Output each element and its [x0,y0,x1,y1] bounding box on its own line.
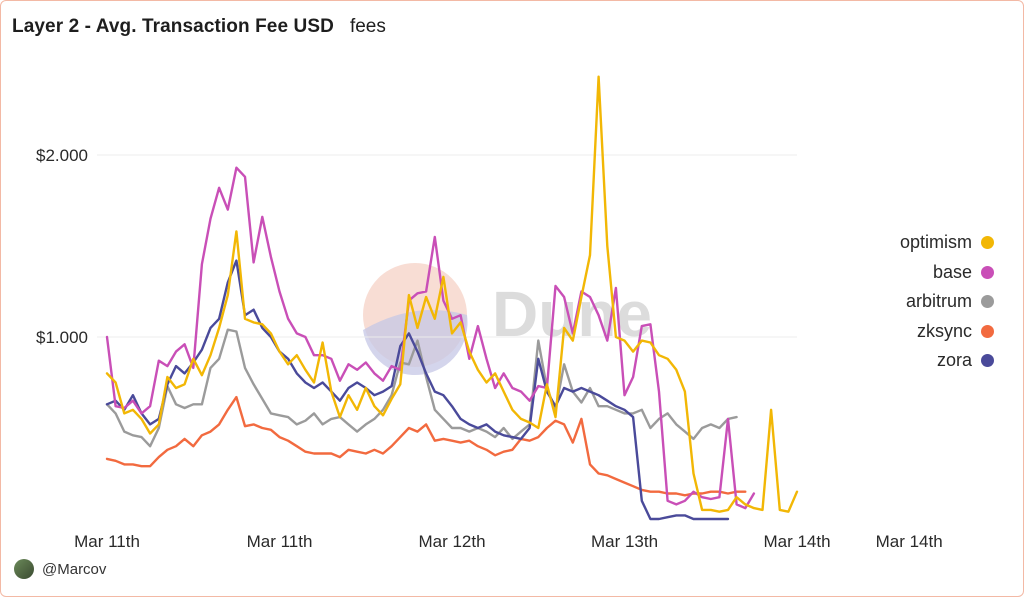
legend-label: zora [936,350,972,371]
chart-header: Layer 2 - Avg. Transaction Fee USD fees [12,16,386,38]
legend-label: optimism [899,232,972,253]
legend-label: zksync [916,320,972,341]
legend-swatch [981,236,994,250]
y-tick-label: $1.000 [36,328,88,347]
series-line-base [105,166,756,510]
legend-item-base[interactable]: base [794,258,994,288]
watermark-logo-shade [363,310,468,376]
y-axis: $1.000 $2.000 [36,146,88,347]
x-tick-label: Mar 14th [763,532,830,551]
legend-swatch [981,265,994,279]
author-handle: @Marcov [42,560,107,578]
chart-legend: optimism base arbitrum zksync zora [794,228,994,376]
chart-subtitle: fees [349,16,386,37]
series-line-zksync [105,395,747,497]
legend-swatch [981,295,994,309]
series-line-optimism [105,75,799,513]
legend-item-optimism[interactable]: optimism [794,228,994,258]
series-lines [105,75,799,521]
y-tick-label: $2.000 [36,146,88,165]
x-axis: Mar 11th Mar 11th Mar 12th Mar 13th Mar 14th… [74,532,943,551]
grid-lines [97,154,797,338]
legend-label: arbitrum [905,291,972,312]
chart-title: Layer 2 - Avg. Transaction Fee USD [12,16,334,37]
legend-item-arbitrum[interactable]: arbitrum [794,287,994,317]
series-line-zora [105,259,730,521]
x-tick-label: Mar 11th [74,532,140,551]
legend-label: base [932,261,972,282]
x-tick-label: Mar 13th [591,532,658,551]
legend-item-zksync[interactable]: zksync [794,317,994,347]
x-tick-label: Mar 14th [876,532,943,551]
legend-item-zora[interactable]: zora [794,346,994,376]
x-tick-label: Mar 11th [247,532,313,551]
author-credit[interactable]: @Marcov [14,559,106,579]
x-tick-label: Mar 12th [418,532,485,551]
series-line-arbitrum [105,328,738,448]
legend-swatch [981,324,994,338]
legend-swatch [981,354,994,368]
avatar [14,559,34,579]
